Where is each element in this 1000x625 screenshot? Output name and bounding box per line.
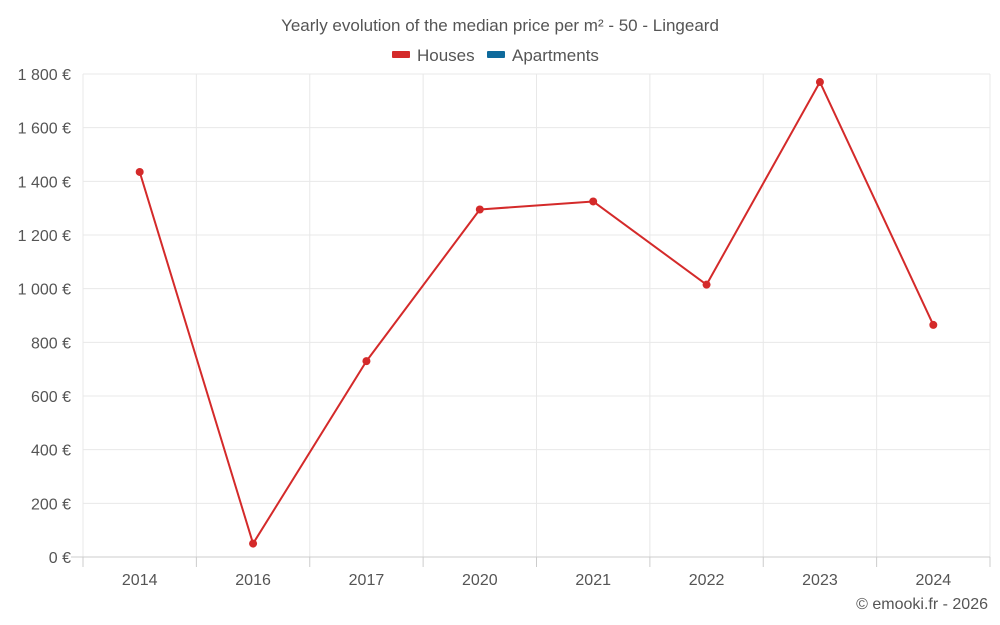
legend-item-apartments[interactable]: Apartments: [487, 46, 599, 65]
data-point[interactable]: [135, 167, 144, 176]
data-point[interactable]: [249, 539, 258, 548]
x-tick-label: 2023: [802, 572, 838, 589]
y-tick-label: 1 200 €: [18, 228, 71, 245]
y-tick-label: 400 €: [31, 443, 71, 460]
legend-label-apartments: Apartments: [512, 46, 599, 65]
data-point[interactable]: [362, 357, 371, 366]
y-tick-label: 1 400 €: [18, 174, 71, 191]
y-tick-label: 1 600 €: [18, 121, 71, 138]
data-point[interactable]: [589, 197, 598, 206]
y-tick-label: 800 €: [31, 335, 71, 352]
chart-title: Yearly evolution of the median price per…: [281, 16, 719, 35]
x-tick-label: 2024: [916, 572, 952, 589]
y-tick-label: 1 000 €: [18, 282, 71, 299]
grid: [82, 73, 991, 557]
legend-swatch-houses: [392, 51, 410, 58]
y-tick-label: 200 €: [31, 496, 71, 513]
x-tick-label: 2017: [349, 572, 385, 589]
x-tick-label: 2022: [689, 572, 725, 589]
series-houses: [135, 78, 938, 548]
data-point[interactable]: [815, 78, 824, 87]
y-tick-label: 1 800 €: [18, 67, 71, 84]
x-tick-label: 2016: [235, 572, 271, 589]
series-line-houses: [138, 81, 935, 545]
legend-swatch-apartments: [487, 51, 505, 58]
data-point[interactable]: [929, 320, 938, 329]
y-tick-label: 600 €: [31, 389, 71, 406]
x-tick-label: 2021: [575, 572, 611, 589]
legend: Houses Apartments: [392, 46, 599, 65]
x-tick-label: 2020: [462, 572, 498, 589]
legend-label-houses: Houses: [417, 46, 475, 65]
credit-text: © emooki.fr - 2026: [856, 596, 988, 613]
legend-item-houses[interactable]: Houses: [392, 46, 475, 65]
data-point[interactable]: [702, 280, 711, 289]
data-point[interactable]: [475, 205, 484, 214]
x-tick-label: 2014: [122, 572, 158, 589]
axes: 0 € 200 € 400 € 600 € 800 € 1 000 € 1 200 € 1 4…: [18, 67, 991, 589]
y-tick-label: 0 €: [49, 550, 71, 567]
